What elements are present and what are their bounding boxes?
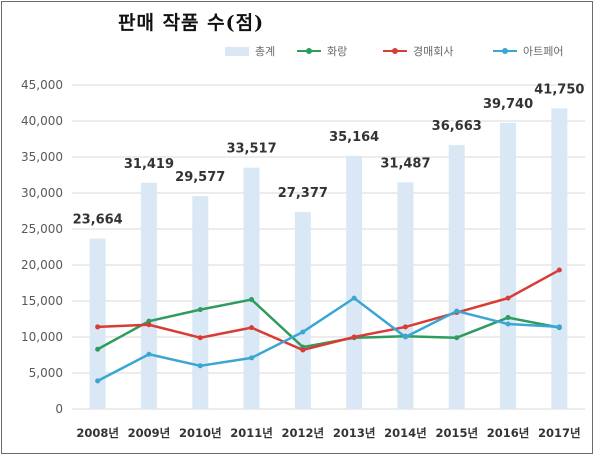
- bar-data-label: 29,577: [175, 170, 225, 185]
- series-point: [300, 347, 306, 353]
- legend-item-artfair: 아트페어: [493, 43, 563, 59]
- bar: [140, 182, 157, 409]
- series-point: [351, 334, 357, 340]
- y-tick-label: 20,000: [21, 258, 63, 272]
- series-point: [454, 335, 460, 341]
- series-point: [556, 267, 562, 273]
- series-point: [556, 324, 562, 330]
- y-tick-label: 0: [55, 402, 63, 416]
- bar-data-label: 41,750: [534, 82, 584, 97]
- series-point: [249, 355, 255, 361]
- series-point: [402, 334, 408, 340]
- legend-label-gallery: 화랑: [327, 45, 348, 58]
- y-tick-label: 5,000: [29, 366, 63, 380]
- series-line: [97, 296, 560, 383]
- x-tick-label: 2013년: [333, 426, 376, 440]
- y-tick-label: 10,000: [21, 330, 63, 344]
- bar: [397, 182, 414, 409]
- series-point: [146, 318, 152, 324]
- series-point: [146, 322, 152, 328]
- bar: [294, 211, 311, 409]
- legend-label-auction: 경매회사: [413, 45, 454, 58]
- y-tick-label: 35,000: [21, 150, 63, 164]
- bar: [243, 167, 260, 409]
- y-tick-label: 15,000: [21, 294, 63, 308]
- bar: [346, 155, 363, 409]
- series-point: [197, 307, 203, 313]
- x-tick-label: 2009년: [128, 426, 171, 440]
- bar-data-label: 31,487: [380, 156, 430, 171]
- chart-title: 판매 작품 수(점): [118, 12, 265, 34]
- series-point: [249, 297, 255, 303]
- bar: [500, 122, 517, 409]
- series-point: [95, 378, 101, 384]
- bar: [89, 238, 106, 409]
- legend-swatch-gallery: [297, 45, 321, 57]
- series-point: [454, 308, 460, 314]
- series-line: [97, 268, 560, 352]
- x-tick-label: 2014년: [384, 426, 427, 440]
- legend-item-total: 총계: [225, 43, 275, 59]
- legend-label-artfair: 아트페어: [523, 45, 564, 58]
- series-point: [95, 346, 101, 352]
- series-point: [95, 324, 101, 330]
- x-tick-label: 2010년: [179, 426, 222, 440]
- bar: [192, 196, 209, 409]
- series-point: [300, 329, 306, 335]
- legend-swatch-artfair: [493, 45, 517, 57]
- y-tick-label: 40,000: [21, 114, 63, 128]
- series-point: [505, 315, 511, 321]
- x-tick-label: 2011년: [230, 426, 273, 440]
- series-point: [146, 351, 152, 357]
- legend-item-gallery: 화랑: [297, 43, 347, 59]
- legend-label-total: 총계: [255, 45, 276, 58]
- bar-data-label: 31,419: [124, 157, 174, 172]
- series-point: [197, 335, 203, 341]
- legend-swatch-auction: [383, 45, 407, 57]
- series-point: [197, 363, 203, 369]
- series-line: [97, 298, 560, 351]
- bar: [448, 145, 465, 409]
- bar-data-label: 35,164: [329, 130, 379, 145]
- x-tick-label: 2017년: [538, 426, 581, 440]
- series-point: [351, 295, 357, 301]
- legend-item-auction: 경매회사: [383, 43, 453, 59]
- bar-data-label: 23,664: [73, 213, 123, 228]
- series-point: [505, 321, 511, 327]
- series-point: [505, 295, 511, 301]
- y-tick-label: 25,000: [21, 222, 63, 236]
- series-point: [402, 324, 408, 330]
- bar-data-label: 39,740: [483, 97, 533, 112]
- x-tick-label: 2015년: [435, 426, 478, 440]
- y-tick-label: 30,000: [21, 186, 63, 200]
- y-tick-label: 45,000: [21, 78, 63, 92]
- bar-data-label: 33,517: [226, 142, 276, 157]
- bar: [551, 108, 568, 410]
- series-point: [249, 325, 255, 331]
- x-tick-label: 2012년: [282, 426, 325, 440]
- x-tick-label: 2016년: [487, 426, 530, 440]
- x-tick-label: 2008년: [76, 426, 119, 440]
- bar-data-label: 27,377: [278, 186, 328, 201]
- bar-data-label: 36,663: [432, 119, 482, 134]
- legend-swatch-total: [225, 46, 249, 56]
